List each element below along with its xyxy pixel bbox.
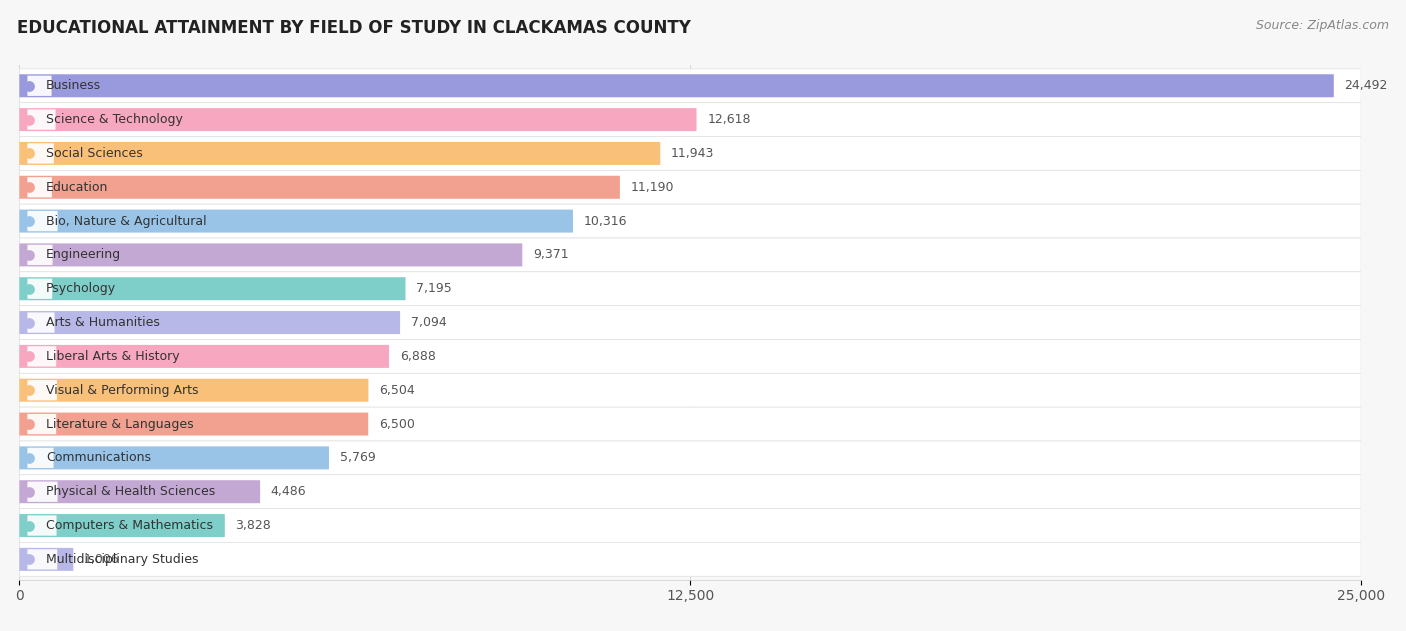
- FancyBboxPatch shape: [28, 76, 52, 96]
- Point: [18, 216, 41, 226]
- FancyBboxPatch shape: [20, 170, 1361, 204]
- Text: Visual & Performing Arts: Visual & Performing Arts: [46, 384, 198, 397]
- Text: Psychology: Psychology: [46, 282, 117, 295]
- FancyBboxPatch shape: [20, 74, 1334, 97]
- FancyBboxPatch shape: [20, 103, 1361, 136]
- FancyBboxPatch shape: [20, 441, 1361, 475]
- FancyBboxPatch shape: [28, 346, 56, 367]
- FancyBboxPatch shape: [28, 549, 58, 570]
- Text: 3,828: 3,828: [236, 519, 271, 532]
- FancyBboxPatch shape: [28, 177, 52, 198]
- Text: Computers & Mathematics: Computers & Mathematics: [46, 519, 214, 532]
- Text: Science & Technology: Science & Technology: [46, 113, 183, 126]
- FancyBboxPatch shape: [20, 176, 620, 199]
- FancyBboxPatch shape: [28, 312, 55, 333]
- Point: [18, 81, 41, 91]
- Text: 6,504: 6,504: [380, 384, 415, 397]
- FancyBboxPatch shape: [20, 475, 1361, 509]
- FancyBboxPatch shape: [20, 136, 1361, 170]
- Text: Liberal Arts & History: Liberal Arts & History: [46, 350, 180, 363]
- Point: [18, 284, 41, 294]
- Text: Physical & Health Sciences: Physical & Health Sciences: [46, 485, 215, 498]
- FancyBboxPatch shape: [20, 204, 1361, 238]
- FancyBboxPatch shape: [20, 69, 1361, 103]
- FancyBboxPatch shape: [20, 277, 405, 300]
- FancyBboxPatch shape: [28, 380, 56, 401]
- FancyBboxPatch shape: [28, 245, 52, 265]
- FancyBboxPatch shape: [20, 339, 1361, 374]
- Text: 5,769: 5,769: [340, 451, 375, 464]
- Text: 6,500: 6,500: [380, 418, 415, 430]
- Point: [18, 250, 41, 260]
- Point: [18, 317, 41, 327]
- FancyBboxPatch shape: [20, 509, 1361, 543]
- FancyBboxPatch shape: [28, 414, 56, 434]
- FancyBboxPatch shape: [20, 548, 73, 571]
- Point: [18, 115, 41, 125]
- FancyBboxPatch shape: [20, 108, 696, 131]
- Text: 4,486: 4,486: [271, 485, 307, 498]
- FancyBboxPatch shape: [20, 311, 401, 334]
- Point: [18, 182, 41, 192]
- Text: Education: Education: [46, 180, 108, 194]
- FancyBboxPatch shape: [20, 379, 368, 402]
- Text: Engineering: Engineering: [46, 249, 121, 261]
- Text: Multidisciplinary Studies: Multidisciplinary Studies: [46, 553, 198, 566]
- Point: [18, 419, 41, 429]
- FancyBboxPatch shape: [20, 244, 522, 266]
- Text: Source: ZipAtlas.com: Source: ZipAtlas.com: [1256, 19, 1389, 32]
- FancyBboxPatch shape: [20, 142, 661, 165]
- FancyBboxPatch shape: [28, 109, 56, 130]
- Text: Business: Business: [46, 80, 101, 92]
- Point: [18, 521, 41, 531]
- Point: [18, 554, 41, 564]
- FancyBboxPatch shape: [28, 516, 56, 536]
- FancyBboxPatch shape: [20, 407, 1361, 441]
- Point: [18, 351, 41, 362]
- Text: 12,618: 12,618: [707, 113, 751, 126]
- FancyBboxPatch shape: [20, 209, 574, 233]
- Text: Communications: Communications: [46, 451, 152, 464]
- Text: 1,006: 1,006: [84, 553, 120, 566]
- FancyBboxPatch shape: [20, 345, 389, 368]
- FancyBboxPatch shape: [28, 448, 53, 468]
- FancyBboxPatch shape: [28, 481, 58, 502]
- Text: 9,371: 9,371: [533, 249, 568, 261]
- FancyBboxPatch shape: [20, 446, 329, 469]
- FancyBboxPatch shape: [20, 272, 1361, 305]
- Point: [18, 148, 41, 158]
- FancyBboxPatch shape: [20, 480, 260, 503]
- Text: Social Sciences: Social Sciences: [46, 147, 143, 160]
- Text: 7,094: 7,094: [411, 316, 447, 329]
- Text: 10,316: 10,316: [583, 215, 627, 228]
- Text: Arts & Humanities: Arts & Humanities: [46, 316, 160, 329]
- FancyBboxPatch shape: [28, 279, 52, 299]
- Point: [18, 453, 41, 463]
- FancyBboxPatch shape: [28, 211, 58, 231]
- FancyBboxPatch shape: [28, 143, 53, 163]
- FancyBboxPatch shape: [20, 413, 368, 435]
- Text: 7,195: 7,195: [416, 282, 451, 295]
- Text: Literature & Languages: Literature & Languages: [46, 418, 194, 430]
- Text: 6,888: 6,888: [399, 350, 436, 363]
- FancyBboxPatch shape: [20, 238, 1361, 272]
- Text: EDUCATIONAL ATTAINMENT BY FIELD OF STUDY IN CLACKAMAS COUNTY: EDUCATIONAL ATTAINMENT BY FIELD OF STUDY…: [17, 19, 690, 37]
- Point: [18, 385, 41, 395]
- Text: Bio, Nature & Agricultural: Bio, Nature & Agricultural: [46, 215, 207, 228]
- FancyBboxPatch shape: [20, 305, 1361, 339]
- FancyBboxPatch shape: [20, 543, 1361, 576]
- Text: 11,943: 11,943: [671, 147, 714, 160]
- FancyBboxPatch shape: [20, 514, 225, 537]
- Text: 11,190: 11,190: [631, 180, 673, 194]
- Text: 24,492: 24,492: [1344, 80, 1388, 92]
- FancyBboxPatch shape: [20, 374, 1361, 407]
- Point: [18, 487, 41, 497]
